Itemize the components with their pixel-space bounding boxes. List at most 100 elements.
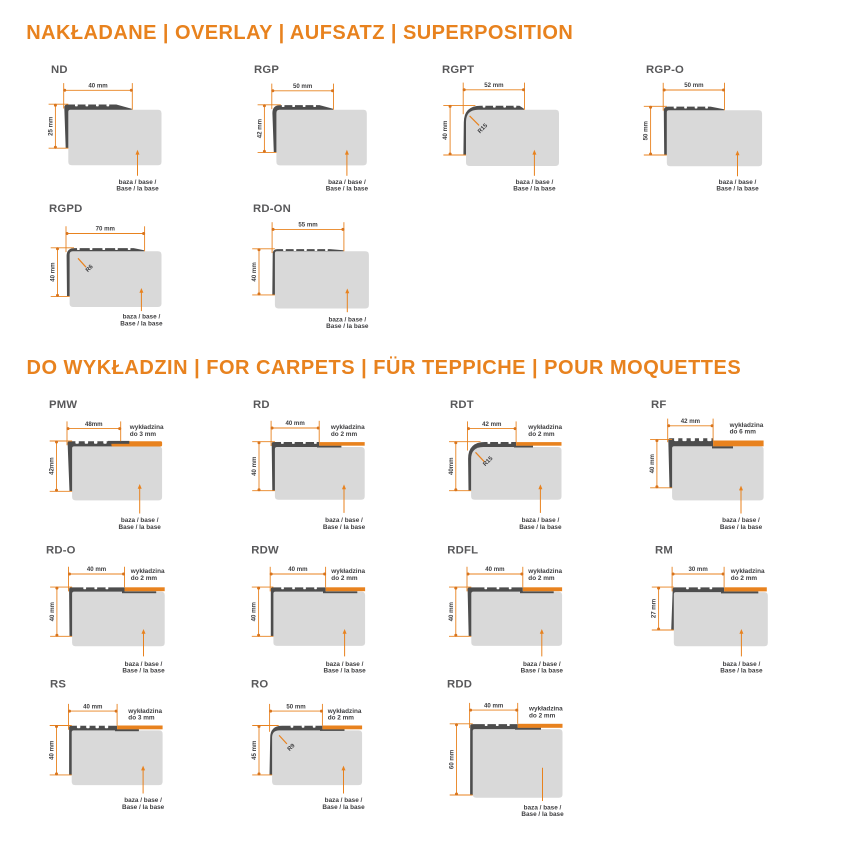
svg-text:RDW: RDW bbox=[251, 545, 279, 557]
svg-text:do 3 mm: do 3 mm bbox=[130, 431, 157, 438]
svg-text:RS: RS bbox=[50, 678, 66, 690]
svg-text:wykładzina: wykładzina bbox=[528, 706, 563, 713]
svg-text:baza / base /: baza / base / bbox=[123, 314, 161, 321]
svg-text:RO: RO bbox=[251, 678, 268, 690]
svg-text:wykładzina: wykładzina bbox=[129, 424, 164, 431]
svg-text:wykładzina: wykładzina bbox=[330, 424, 365, 431]
svg-text:baza / base /: baza / base / bbox=[328, 316, 366, 323]
svg-text:do 2 mm: do 2 mm bbox=[528, 431, 555, 438]
svg-text:Base / la base: Base / la base bbox=[116, 186, 159, 193]
svg-text:Base / la base: Base / la base bbox=[122, 804, 165, 811]
svg-text:do 2 mm: do 2 mm bbox=[529, 713, 556, 720]
svg-text:40 mm: 40 mm bbox=[88, 83, 108, 90]
svg-text:wykładzina: wykładzina bbox=[527, 568, 562, 575]
svg-text:40 mm: 40 mm bbox=[448, 601, 455, 621]
svg-text:Base / la base: Base / la base bbox=[326, 323, 369, 330]
svg-text:42 mm: 42 mm bbox=[482, 421, 502, 428]
svg-text:RDFL: RDFL bbox=[447, 545, 478, 557]
svg-text:42 mm: 42 mm bbox=[257, 118, 264, 138]
svg-text:baza / base /: baza / base / bbox=[723, 661, 761, 668]
svg-text:wykładzina: wykładzina bbox=[327, 708, 362, 715]
svg-text:R6: R6 bbox=[85, 264, 95, 274]
svg-text:baza / base /: baza / base / bbox=[119, 179, 157, 186]
svg-text:25 mm: 25 mm bbox=[48, 116, 55, 136]
svg-text:do 2 mm: do 2 mm bbox=[331, 575, 358, 582]
svg-text:60 mm: 60 mm bbox=[449, 749, 456, 769]
svg-text:30 mm: 30 mm bbox=[688, 566, 708, 573]
svg-text:do 2 mm: do 2 mm bbox=[331, 431, 358, 438]
svg-text:RDD: RDD bbox=[447, 678, 472, 690]
svg-text:wykładzina: wykładzina bbox=[330, 568, 365, 575]
svg-text:baza / base /: baza / base / bbox=[522, 517, 560, 524]
svg-text:50 mm: 50 mm bbox=[684, 82, 704, 89]
svg-text:Base / la base: Base / la base bbox=[119, 524, 162, 531]
svg-text:RGPT: RGPT bbox=[442, 64, 474, 76]
svg-text:RDT: RDT bbox=[450, 399, 474, 411]
svg-text:40 mm: 40 mm bbox=[49, 601, 56, 621]
svg-text:wykładzina: wykładzina bbox=[730, 568, 765, 575]
svg-text:40 mm: 40 mm bbox=[484, 702, 504, 709]
svg-text:42mm: 42mm bbox=[49, 457, 56, 475]
svg-text:do 2 mm: do 2 mm bbox=[328, 715, 355, 722]
svg-text:wykładzina: wykładzina bbox=[527, 424, 562, 431]
svg-text:55 mm: 55 mm bbox=[298, 222, 318, 229]
svg-text:40 mm: 40 mm bbox=[251, 262, 258, 282]
svg-text:do 3 mm: do 3 mm bbox=[128, 715, 155, 722]
svg-text:baza / base /: baza / base / bbox=[325, 797, 363, 804]
svg-text:RGP: RGP bbox=[254, 64, 279, 76]
svg-text:40 mm: 40 mm bbox=[87, 566, 107, 573]
svg-text:52 mm: 52 mm bbox=[484, 82, 504, 89]
svg-text:Base / la base: Base / la base bbox=[513, 186, 556, 193]
svg-text:do 2 mm: do 2 mm bbox=[528, 575, 555, 582]
svg-text:Base / la base: Base / la base bbox=[322, 804, 365, 811]
svg-text:RM: RM bbox=[655, 545, 673, 557]
svg-text:RD-O: RD-O bbox=[46, 545, 76, 557]
svg-text:50 mm: 50 mm bbox=[286, 703, 306, 710]
svg-text:40 mm: 40 mm bbox=[251, 456, 258, 476]
svg-text:Base / la base: Base / la base bbox=[323, 668, 366, 675]
svg-text:45 mm: 45 mm bbox=[251, 740, 258, 760]
svg-text:48mm: 48mm bbox=[85, 421, 103, 428]
svg-text:Base / la base: Base / la base bbox=[326, 186, 369, 193]
svg-text:wykładzina: wykładzina bbox=[130, 568, 165, 575]
svg-text:40 mm: 40 mm bbox=[649, 453, 656, 473]
svg-text:40 mm: 40 mm bbox=[83, 703, 103, 710]
svg-text:Base / la base: Base / la base bbox=[521, 811, 564, 818]
svg-text:Base / la base: Base / la base bbox=[716, 186, 759, 193]
svg-text:40 mm: 40 mm bbox=[50, 262, 57, 282]
svg-text:NAKŁADANE | OVERLAY | AUFSATZ: NAKŁADANE | OVERLAY | AUFSATZ | SUPERPOS… bbox=[26, 22, 573, 44]
svg-text:ND: ND bbox=[51, 64, 68, 76]
svg-text:50 mm: 50 mm bbox=[643, 120, 650, 140]
svg-text:baza / base /: baza / base / bbox=[121, 517, 159, 524]
svg-text:RF: RF bbox=[651, 399, 666, 411]
svg-text:70 mm: 70 mm bbox=[96, 226, 116, 233]
svg-text:baza / base /: baza / base / bbox=[124, 797, 162, 804]
svg-text:baza / base /: baza / base / bbox=[125, 661, 163, 668]
svg-text:50 mm: 50 mm bbox=[293, 83, 313, 90]
svg-text:40 mm: 40 mm bbox=[442, 120, 449, 140]
svg-text:do 2 mm: do 2 mm bbox=[731, 575, 758, 582]
svg-text:40 mm: 40 mm bbox=[288, 566, 308, 573]
svg-text:Base / la base: Base / la base bbox=[323, 524, 366, 531]
svg-text:baza / base /: baza / base / bbox=[328, 179, 366, 186]
svg-text:42 mm: 42 mm bbox=[681, 418, 701, 425]
svg-text:RD-ON: RD-ON bbox=[253, 203, 291, 215]
svg-text:Base / la base: Base / la base bbox=[519, 524, 562, 531]
svg-text:RGP-O: RGP-O bbox=[646, 64, 684, 76]
svg-text:40mm: 40mm bbox=[448, 457, 455, 475]
svg-text:Base / la base: Base / la base bbox=[720, 668, 763, 675]
svg-text:RD: RD bbox=[253, 399, 270, 411]
svg-text:baza / base /: baza / base / bbox=[326, 661, 364, 668]
svg-text:40 mm: 40 mm bbox=[485, 566, 505, 573]
svg-text:do 6 mm: do 6 mm bbox=[730, 429, 757, 436]
svg-text:wykładzina: wykładzina bbox=[127, 708, 162, 715]
svg-text:do 2 mm: do 2 mm bbox=[131, 575, 158, 582]
svg-text:baza / base /: baza / base / bbox=[516, 179, 554, 186]
svg-text:RGPD: RGPD bbox=[49, 203, 82, 215]
svg-text:baza / base /: baza / base / bbox=[719, 179, 757, 186]
svg-text:27 mm: 27 mm bbox=[651, 598, 658, 618]
svg-text:40 mm: 40 mm bbox=[251, 601, 258, 621]
svg-text:baza / base /: baza / base / bbox=[722, 517, 760, 524]
svg-text:baza / base /: baza / base / bbox=[524, 805, 562, 812]
svg-text:Base / la base: Base / la base bbox=[720, 524, 763, 531]
